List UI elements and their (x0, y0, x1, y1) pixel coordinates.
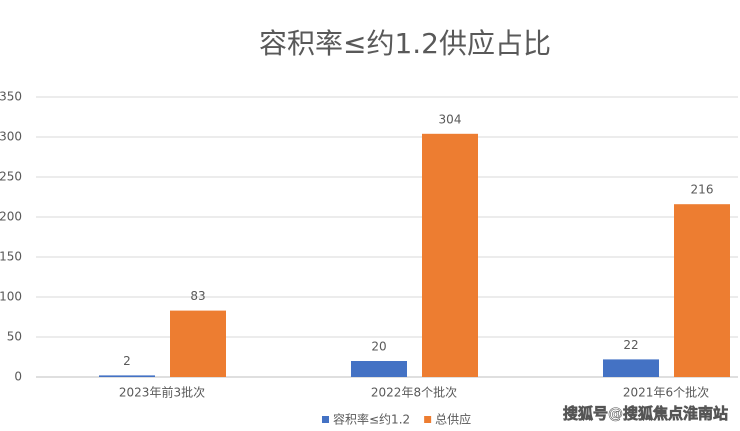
value-label: 83 (190, 289, 205, 303)
bar (422, 133, 478, 377)
watermark: 搜狐号@搜狐焦点淮南站 (563, 405, 728, 423)
y-tick-label: 350 (0, 90, 22, 104)
value-label: 216 (691, 183, 714, 197)
x-tick-label: 2023年前3批次 (119, 385, 205, 400)
legend-swatch (424, 416, 432, 423)
bar (351, 361, 407, 377)
y-tick-label: 150 (0, 250, 22, 264)
legend-label: 总供应 (435, 412, 471, 427)
bar (99, 375, 155, 377)
value-label: 20 (371, 340, 386, 354)
y-tick-label: 0 (14, 370, 22, 384)
y-tick-label: 200 (0, 210, 22, 224)
y-tick-label: 50 (7, 330, 22, 344)
x-tick-label: 2022年8个批次 (371, 385, 457, 400)
legend-label: 容积率≤约1.2 (333, 412, 410, 427)
value-label: 22 (623, 338, 638, 352)
legend-swatch (322, 416, 329, 423)
value-label: 2 (123, 354, 131, 368)
bar (170, 310, 226, 377)
y-tick-label: 250 (0, 170, 22, 184)
chart-title: 容积率≤约1.2供应占比 (259, 27, 551, 60)
bar (603, 359, 659, 377)
value-label: 304 (439, 112, 462, 126)
y-tick-label: 300 (0, 130, 22, 144)
x-tick-label: 2021年6个批次 (623, 385, 709, 400)
y-tick-label: 100 (0, 290, 22, 304)
bar (674, 204, 730, 377)
